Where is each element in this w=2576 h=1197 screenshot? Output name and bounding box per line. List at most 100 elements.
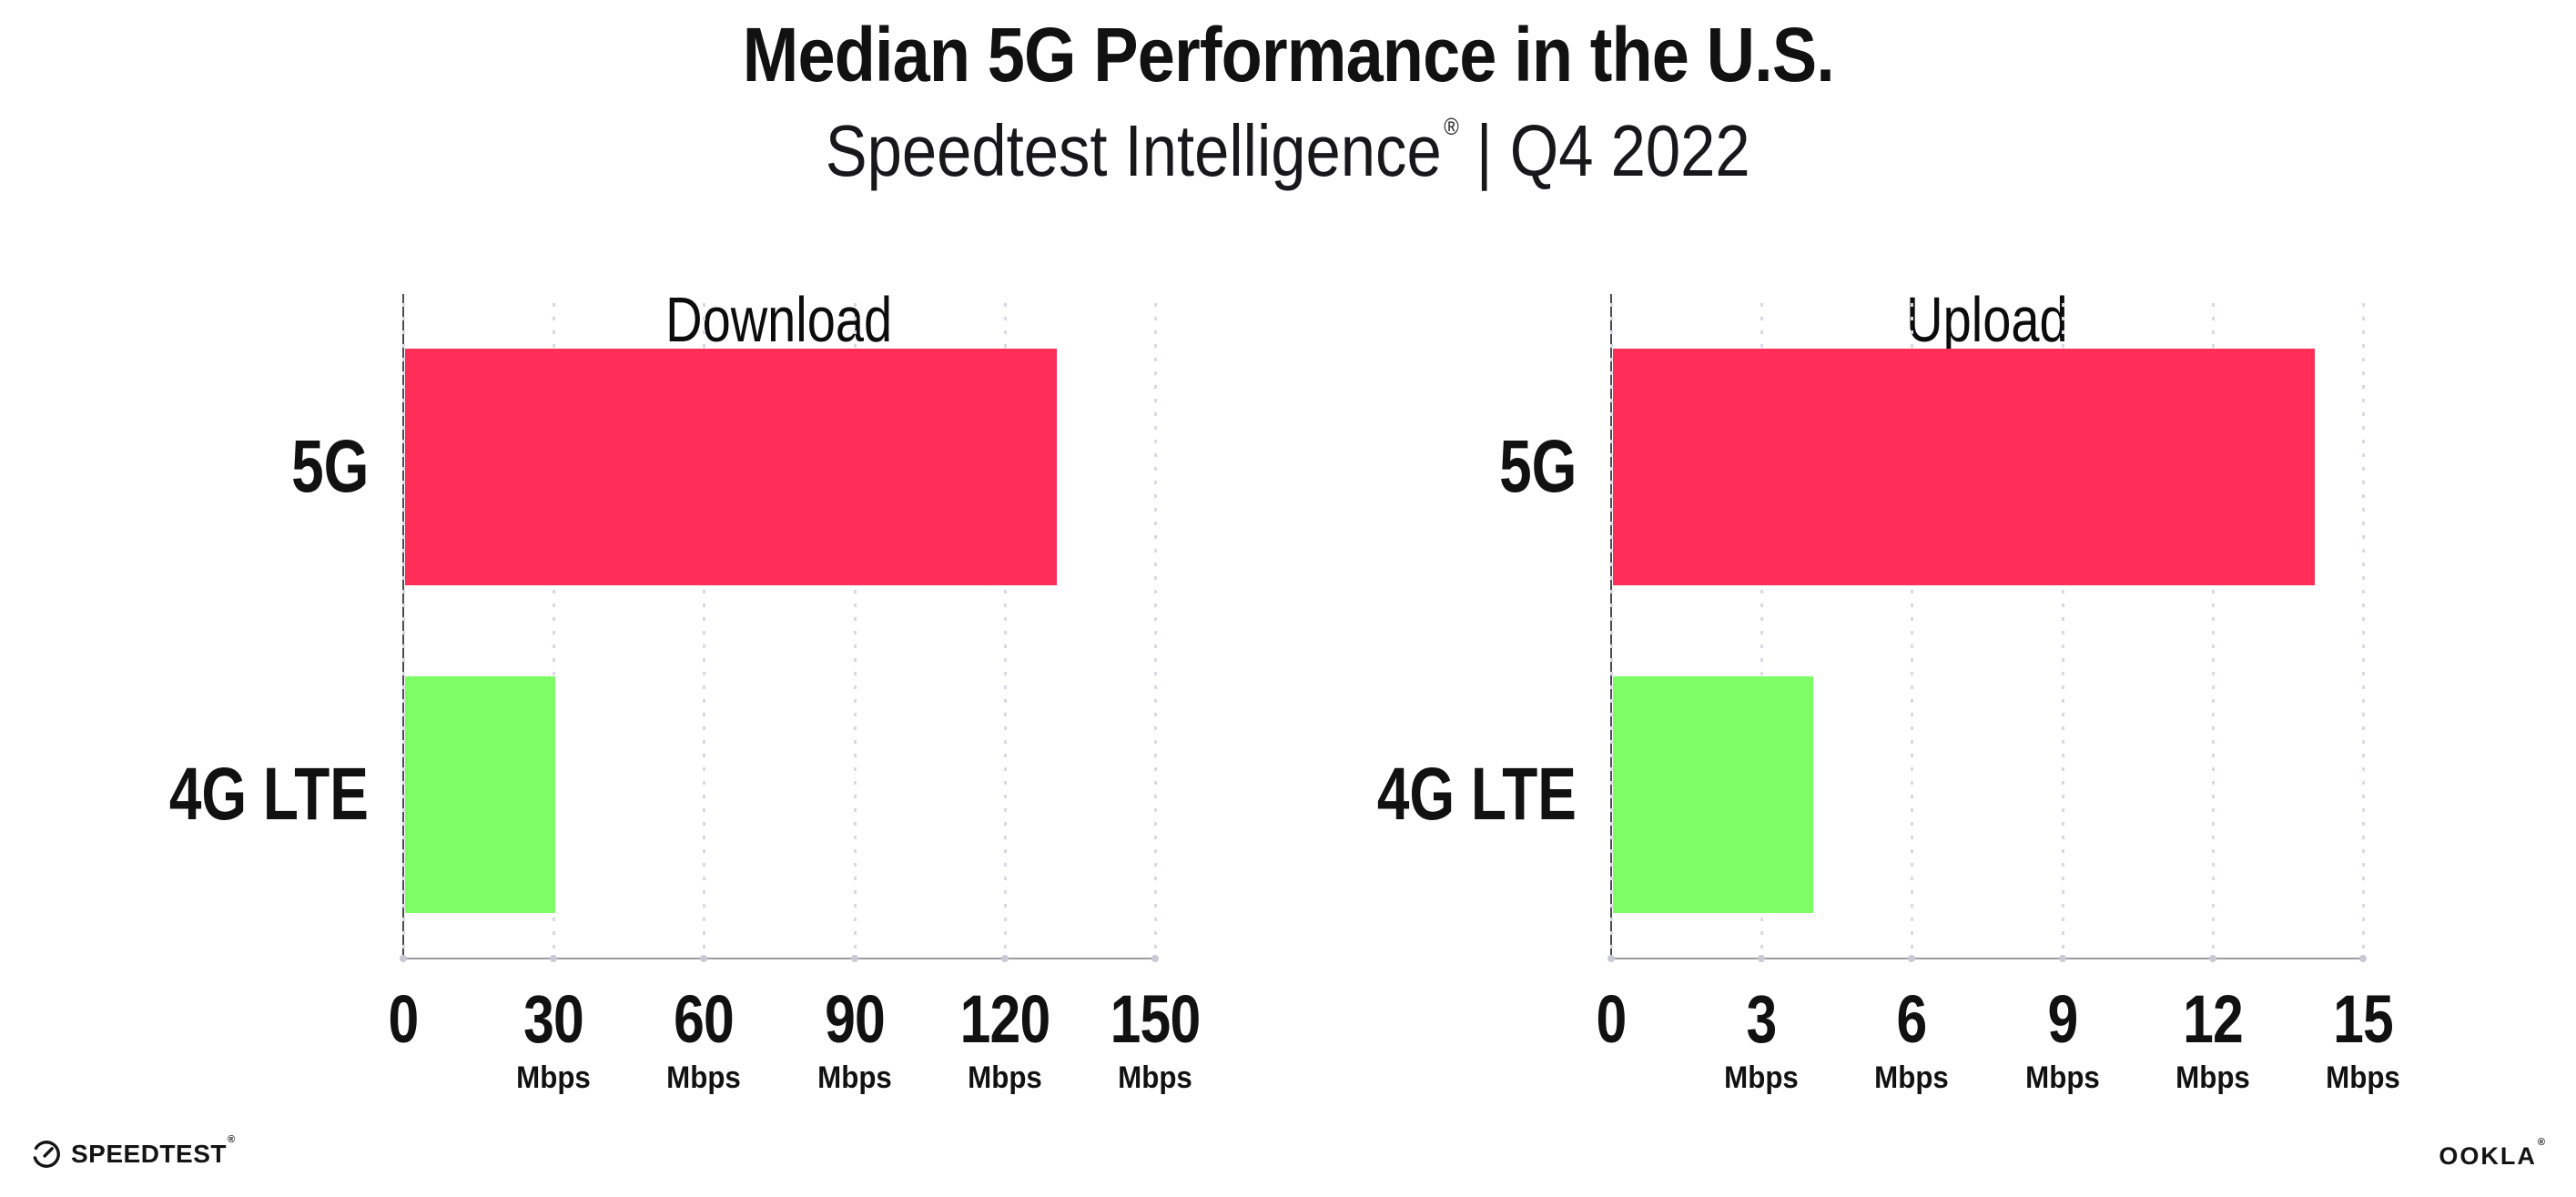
x-axis-line bbox=[1607, 955, 2367, 962]
download-chart-panel: Download 5G 4G LTE 0 30 Mbps 60 Mbps 90 Mbps 120… bbox=[169, 224, 1201, 1093]
upload-plot-area: 5G 4G LTE 0 3 Mbps 6 Mbps 9 Mbps 12 Mbps 15 Mbps bbox=[1377, 294, 2400, 1093]
x-tick: 0 bbox=[385, 986, 421, 1053]
tick-dot bbox=[1151, 955, 1159, 962]
header: Median 5G Performance in the U.S. Speedt… bbox=[0, 15, 2576, 189]
tick-number: 60 bbox=[674, 981, 735, 1057]
x-tick: 30 Mbps bbox=[513, 981, 594, 1095]
x-tick: 15 Mbps bbox=[2323, 986, 2404, 1095]
x-axis-line bbox=[400, 955, 1159, 962]
download-x-ticks: 0 30 Mbps 60 Mbps 90 Mbps 120 Mbps 150 Mbps bbox=[389, 981, 1202, 1095]
value-bar-5g bbox=[1613, 349, 2315, 585]
upload-panel-title: Upload bbox=[1906, 284, 2068, 355]
tick-dot bbox=[400, 955, 407, 962]
tick-unit: Mbps bbox=[516, 1060, 592, 1095]
speedtest-registered-mark: ® bbox=[227, 1134, 236, 1145]
gridline bbox=[1760, 303, 1764, 959]
gridline bbox=[2211, 303, 2215, 959]
tick-unit: Mbps bbox=[2024, 1060, 2100, 1095]
subtitle-brand: Speedtest Intelligence bbox=[826, 110, 1443, 192]
tick-number: 0 bbox=[388, 981, 420, 1057]
x-tick: 150 Mbps bbox=[1100, 981, 1210, 1095]
download-gridlines bbox=[402, 303, 1157, 959]
registered-mark: ® bbox=[1444, 113, 1460, 141]
upload-chart-panel: Upload 5G 4G LTE 0 3 Mbps 6 Mbps 9 Mbps 12 Mbps 15… bbox=[1377, 224, 2400, 1093]
x-tick: 90 Mbps bbox=[814, 981, 895, 1095]
tick-number: 3 bbox=[1746, 981, 1778, 1057]
tick-dot bbox=[2208, 955, 2216, 962]
upload-gridlines bbox=[1610, 303, 2365, 959]
chart-subtitle: Speedtest Intelligence® | Q4 2022 bbox=[0, 113, 2576, 189]
chart-subtitle-text: Speedtest Intelligence® | Q4 2022 bbox=[826, 113, 1750, 189]
tick-unit: Mbps bbox=[1118, 1060, 1192, 1095]
bar-row: 4G LTE bbox=[1377, 631, 2363, 959]
speedtest-logo: SPEEDTEST® bbox=[31, 1134, 236, 1170]
tick-unit: Mbps bbox=[816, 1060, 892, 1095]
x-tick: 6 Mbps bbox=[1871, 981, 1952, 1095]
category-label-text: 5G bbox=[1498, 425, 1577, 508]
bar-row: 4G LTE bbox=[169, 631, 1155, 959]
tick-dot bbox=[1908, 955, 1916, 962]
x-tick: 0 bbox=[1593, 986, 1629, 1053]
tick-unit: Mbps bbox=[2326, 1060, 2400, 1095]
tick-dot bbox=[700, 955, 708, 962]
x-tick: 12 Mbps bbox=[2172, 981, 2253, 1095]
ookla-wordmark: OOKLA® bbox=[2439, 1137, 2547, 1170]
tick-unit: Mbps bbox=[1874, 1060, 1950, 1095]
bar-row: 5G bbox=[291, 303, 1155, 631]
speedtest-wordmark: SPEEDTEST® bbox=[71, 1134, 236, 1168]
tick-number: 30 bbox=[523, 981, 584, 1057]
x-tick: 120 Mbps bbox=[950, 981, 1060, 1095]
x-tick: 9 Mbps bbox=[2022, 981, 2103, 1095]
chart-title-text: Median 5G Performance in the U.S. bbox=[742, 12, 1834, 97]
value-bar-4g-lte bbox=[1613, 676, 1814, 913]
category-label-text: 5G bbox=[290, 425, 369, 508]
tick-number: 12 bbox=[2182, 981, 2244, 1057]
category-label: 5G bbox=[1477, 430, 1577, 504]
gridline bbox=[1911, 303, 1914, 959]
subtitle-period: | Q4 2022 bbox=[1476, 110, 1750, 192]
tick-dot bbox=[1000, 955, 1009, 962]
download-bars: 5G 4G LTE bbox=[169, 303, 1155, 959]
gridline bbox=[2061, 303, 2064, 959]
tick-dot bbox=[550, 955, 558, 962]
tick-number: 9 bbox=[2047, 981, 2078, 1057]
tick-number: 120 bbox=[959, 981, 1050, 1057]
gridline bbox=[2362, 303, 2365, 959]
chart-title: Median 5G Performance in the U.S. bbox=[0, 15, 2576, 95]
upload-x-ticks: 0 3 Mbps 6 Mbps 9 Mbps 12 Mbps 15 Mbps bbox=[1597, 981, 2400, 1095]
tick-number: 0 bbox=[1596, 981, 1628, 1057]
category-label-text: 4G LTE bbox=[1376, 753, 1577, 836]
x-tick: 60 Mbps bbox=[664, 981, 745, 1095]
category-label: 5G bbox=[269, 430, 369, 504]
value-bar-4g-lte bbox=[405, 676, 556, 913]
upload-bars: 5G 4G LTE bbox=[1377, 303, 2363, 959]
gridline bbox=[853, 303, 857, 959]
category-label-text: 4G LTE bbox=[168, 753, 369, 836]
tick-number: 90 bbox=[824, 981, 886, 1057]
tick-number: 150 bbox=[1110, 981, 1202, 1057]
download-plot-area: 5G 4G LTE 0 30 Mbps 60 Mbps 90 Mbps 120 Mbps 150 Mb… bbox=[169, 294, 1201, 1093]
gridline bbox=[1154, 303, 1157, 959]
tick-number: 6 bbox=[1896, 981, 1928, 1057]
category-label: 4G LTE bbox=[113, 757, 369, 832]
gridline bbox=[1003, 303, 1007, 959]
gridline bbox=[1610, 303, 1613, 959]
value-bar-5g bbox=[405, 349, 1057, 585]
tick-unit: Mbps bbox=[1724, 1060, 1800, 1095]
tick-dot bbox=[2058, 955, 2066, 962]
x-tick: 3 Mbps bbox=[1721, 981, 1802, 1095]
tick-dot bbox=[850, 955, 858, 962]
gridline bbox=[402, 303, 405, 959]
category-label: 4G LTE bbox=[1321, 757, 1577, 832]
tick-dot bbox=[1758, 955, 1766, 962]
tick-unit: Mbps bbox=[666, 1060, 742, 1095]
tick-dot bbox=[2359, 955, 2367, 962]
ookla-registered-mark: ® bbox=[2537, 1137, 2547, 1148]
gridline bbox=[703, 303, 706, 959]
bar-row: 5G bbox=[1499, 303, 2363, 631]
tick-unit: Mbps bbox=[2175, 1060, 2250, 1095]
tick-unit: Mbps bbox=[967, 1060, 1042, 1095]
speedtest-gauge-icon bbox=[33, 1141, 60, 1168]
tick-dot bbox=[1607, 955, 1615, 962]
